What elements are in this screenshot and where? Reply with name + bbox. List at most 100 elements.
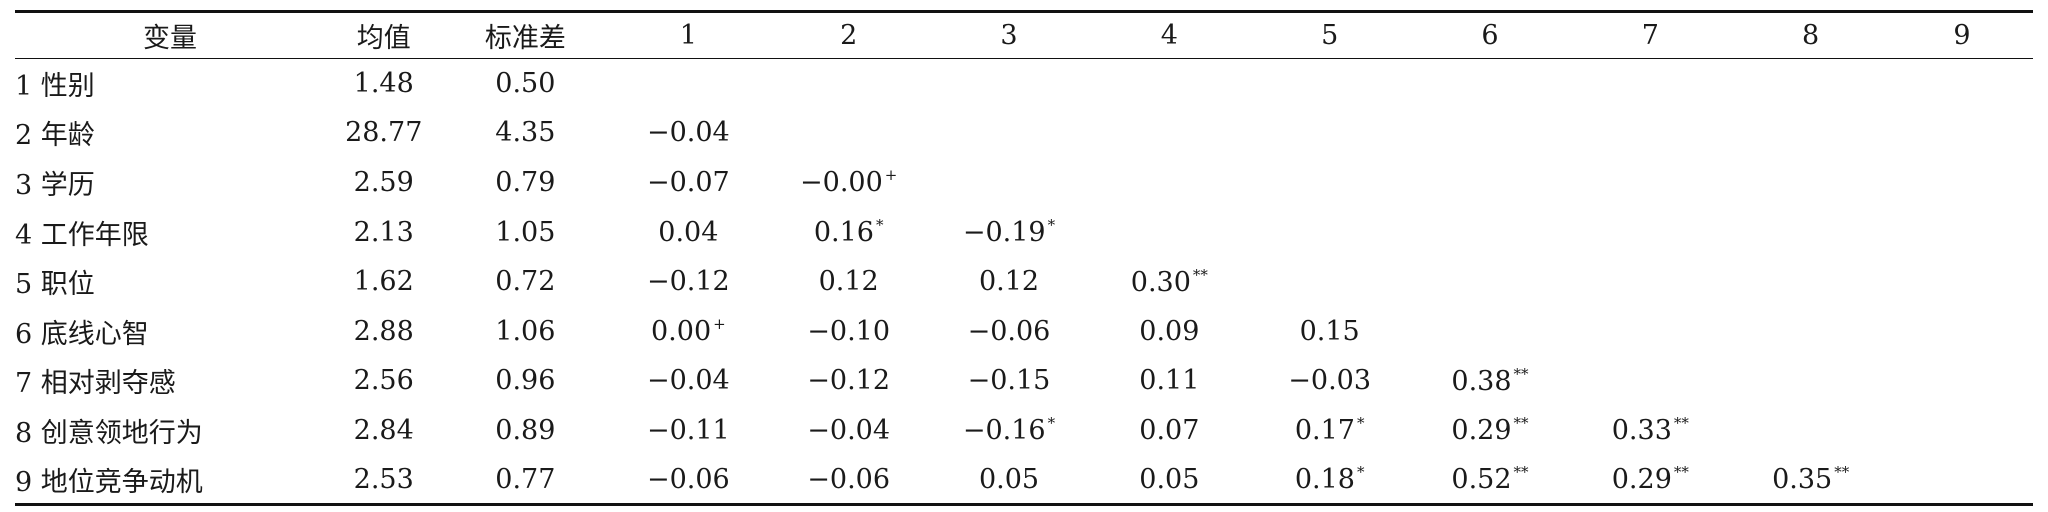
- correlation-cell: −0.07: [608, 158, 768, 208]
- significance-marker: +: [713, 315, 726, 334]
- header-col-4: 4: [1160, 20, 1178, 51]
- correlation-value: −0.04: [646, 117, 730, 149]
- variable-label: 3 学历: [15, 169, 95, 201]
- correlation-cell: −0.10: [769, 306, 929, 356]
- correlation-value: −0.06: [646, 463, 730, 495]
- correlation-cell: −0.06: [769, 455, 929, 505]
- correlation-cell: 0.18 *: [1250, 455, 1410, 505]
- empty-cell: [1730, 59, 1890, 109]
- table-row: 9 地位竞争动机 2.53 0.77 −0.06 −0.06 0.05 0.05 0.18 * 0…: [15, 455, 2033, 505]
- sd-cell: 0.79: [495, 166, 556, 198]
- mean-cell: 1.62: [353, 266, 414, 298]
- correlation-cell: 0.17 *: [1250, 406, 1410, 456]
- mean-cell: 2.59: [353, 166, 414, 198]
- correlation-value: −0.16: [962, 415, 1046, 447]
- significance-marker: *: [1047, 216, 1056, 235]
- correlation-value: −0.06: [967, 315, 1051, 347]
- empty-cell: [608, 59, 768, 109]
- correlation-cell: 0.12: [769, 257, 929, 307]
- sd-cell: 0.72: [495, 266, 556, 298]
- correlation-value: 0.17: [1294, 415, 1355, 447]
- empty-cell: [1730, 108, 1890, 158]
- empty-cell: [1250, 108, 1410, 158]
- empty-cell: [1410, 207, 1570, 257]
- correlation-value: 0.04: [658, 216, 719, 248]
- correlation-value: 0.33: [1611, 415, 1672, 447]
- correlation-cell: 0.11: [1089, 356, 1249, 406]
- correlation-value: −0.04: [807, 414, 891, 446]
- empty-cell: [929, 59, 1089, 109]
- variable-label: 9 地位竞争动机: [15, 466, 203, 498]
- table-row: 5 职位 1.62 0.72 −0.12 0.12 0.12 0.30 **: [15, 257, 2033, 307]
- header-col-1: 1: [679, 20, 697, 51]
- empty-cell: [1410, 59, 1570, 109]
- table-row: 7 相对剥夺感 2.56 0.96 −0.04 −0.12 −0.15 0.11 −0.03 0…: [15, 356, 2033, 406]
- empty-cell: [1089, 59, 1249, 109]
- variable-label: 4 工作年限: [15, 219, 149, 251]
- correlation-cell: −0.04: [608, 108, 768, 158]
- table-body: 1 性别 1.48 0.50 2 年龄 28.77 4.35 −0.04 3 学历 2.59 0.…: [15, 59, 2033, 505]
- sd-cell: 0.50: [495, 68, 556, 100]
- table-row: 8 创意领地行为 2.84 0.89 −0.11 −0.04 −0.16 * 0.07 0.17…: [15, 406, 2033, 456]
- empty-cell: [1089, 207, 1249, 257]
- header-col-9: 9: [1953, 20, 1971, 51]
- correlation-value: −0.00: [800, 167, 883, 199]
- variable-label: 1 性别: [15, 71, 95, 103]
- empty-cell: [1570, 356, 1730, 406]
- correlation-cell: −0.04: [608, 356, 768, 406]
- variable-label: 6 底线心智: [15, 318, 149, 350]
- empty-cell: [1250, 257, 1410, 307]
- correlation-value: 0.05: [978, 463, 1040, 495]
- significance-marker: +: [884, 166, 898, 185]
- variable-label: 5 职位: [15, 269, 95, 301]
- correlation-cell: −0.11: [608, 406, 768, 456]
- correlation-cell: 0.52 **: [1410, 455, 1570, 505]
- header-col-2: 2: [840, 20, 858, 51]
- header-sd: 标准差: [484, 23, 566, 54]
- empty-cell: [1570, 108, 1730, 158]
- empty-cell: [1891, 306, 2033, 356]
- significance-marker: **: [1192, 265, 1208, 284]
- empty-cell: [1891, 356, 2033, 406]
- empty-cell: [769, 108, 929, 158]
- mean-cell: 2.56: [353, 365, 414, 397]
- empty-cell: [1891, 158, 2033, 208]
- empty-cell: [1410, 158, 1570, 208]
- empty-cell: [1570, 306, 1730, 356]
- correlation-cell: −0.03: [1250, 356, 1410, 406]
- significance-marker: **: [1673, 463, 1689, 482]
- correlation-cell: −0.00 +: [769, 158, 929, 208]
- sd-cell: 0.89: [495, 414, 556, 446]
- correlation-value: −0.15: [967, 365, 1051, 397]
- correlation-value: −0.06: [807, 463, 891, 495]
- mean-cell: 1.48: [353, 68, 414, 100]
- significance-marker: **: [1513, 463, 1529, 482]
- correlation-cell: −0.16 *: [929, 406, 1089, 456]
- significance-marker: **: [1513, 414, 1529, 433]
- variable-label: 7 相对剥夺感: [15, 368, 176, 400]
- table-row: 1 性别 1.48 0.50: [15, 59, 2033, 109]
- empty-cell: [1891, 406, 2033, 456]
- empty-cell: [1730, 306, 1890, 356]
- header-col-7: 7: [1641, 20, 1659, 51]
- correlation-value: 0.18: [1294, 464, 1355, 496]
- empty-cell: [1250, 59, 1410, 109]
- correlation-cell: 0.09: [1089, 306, 1249, 356]
- mean-cell: 28.77: [345, 117, 423, 149]
- significance-marker: **: [1834, 463, 1850, 482]
- header-col-8: 8: [1802, 20, 1820, 51]
- correlation-value: 0.12: [978, 266, 1040, 298]
- mean-cell: 2.53: [353, 463, 414, 495]
- correlation-cell: −0.19 *: [929, 207, 1089, 257]
- correlation-value: 0.12: [818, 266, 879, 298]
- sd-cell: 0.77: [495, 463, 556, 495]
- significance-marker: **: [1673, 414, 1689, 433]
- correlation-value: −0.12: [807, 365, 891, 397]
- mean-cell: 2.13: [353, 216, 414, 248]
- correlation-value: −0.03: [1288, 365, 1372, 397]
- correlation-cell: 0.35 **: [1730, 455, 1890, 505]
- correlation-value: −0.19: [962, 217, 1046, 249]
- correlation-cell: −0.12: [608, 257, 768, 307]
- correlation-value: −0.04: [646, 365, 730, 397]
- header-mean: 均值: [356, 23, 411, 54]
